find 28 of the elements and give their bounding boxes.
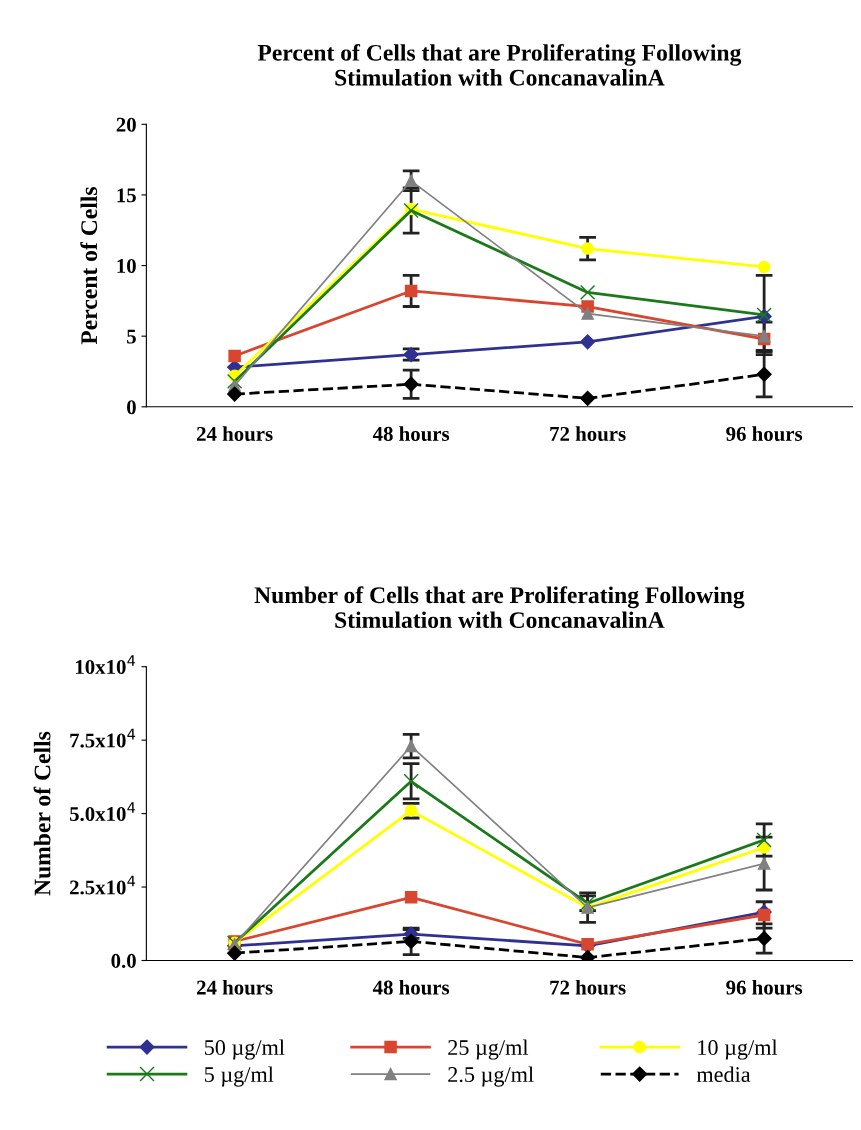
y-tick-label: 0.0 <box>111 953 136 969</box>
legend-label: 10 µg/ml <box>698 1039 778 1060</box>
x-tick-label: 24 hours <box>197 979 273 995</box>
legend-label: 5 µg/ml <box>204 1066 274 1087</box>
x-tick-label: 48 hours <box>372 426 450 441</box>
x-tick-label: 24 hours <box>197 426 273 441</box>
y-tick-label: 20 <box>116 117 136 132</box>
y-tick-label: 10x10$^{4}$ <box>76 655 136 675</box>
y-tick-label: 5 <box>127 329 136 344</box>
y-tick-label: 5.0x10$^{4}$ <box>69 802 136 822</box>
y-axis-title: Percent of Cells <box>80 187 98 345</box>
x-tick-label: 72 hours <box>550 426 626 441</box>
y-tick-label: 2.5x10$^{4}$ <box>70 875 136 895</box>
chart-title: Percent of Cells that are Proliferating Following Stimulation with ConcanavalinA <box>257 43 742 86</box>
legend-label: media <box>696 1066 751 1083</box>
chart-title: Number of Cells that are Proliferating Following Stimulation with ConcanavalinA <box>254 586 745 629</box>
y-tick-label: 10 <box>117 258 136 273</box>
x-tick-label: 96 hours <box>726 979 803 995</box>
y-tick-label: 15 <box>117 188 136 203</box>
y-tick-label: 7.5x10$^{4}$ <box>70 728 136 748</box>
legend-label: 50 µg/ml <box>204 1039 285 1060</box>
x-tick-label: 48 hours <box>372 979 450 995</box>
x-tick-label: 72 hours <box>550 979 626 995</box>
x-tick-label: 96 hours <box>726 426 803 441</box>
legend-label: 25 µg/ml <box>448 1039 529 1060</box>
y-axis-title: Number of Cells <box>33 731 51 896</box>
y-tick-label: 0 <box>127 400 136 415</box>
legend-label: 2.5 µg/ml <box>448 1066 534 1087</box>
